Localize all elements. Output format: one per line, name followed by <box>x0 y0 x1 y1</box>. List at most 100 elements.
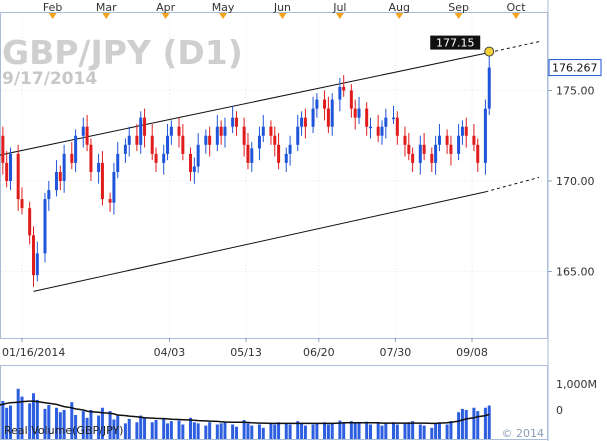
volume-bar <box>150 422 154 439</box>
candle-body <box>407 144 411 154</box>
candle-body <box>162 153 166 163</box>
volume-bar <box>181 424 185 439</box>
volume-bar <box>391 422 395 439</box>
candle-body <box>250 148 254 163</box>
target-price-marker <box>484 46 495 57</box>
volume-panel-label: Real Volume(GBP/JPY) <box>4 424 123 437</box>
volume-bar <box>28 403 32 439</box>
volume-bar <box>411 421 415 439</box>
volume-bar <box>62 409 66 439</box>
volume-bar <box>365 421 369 439</box>
candle-body <box>35 253 39 276</box>
candle-body <box>189 153 193 172</box>
top-month-label: Mar <box>96 1 117 14</box>
candle-body <box>143 117 147 136</box>
candle-body <box>246 144 250 163</box>
candle-body <box>487 67 491 109</box>
volume-bar <box>108 411 112 439</box>
candle-body <box>97 162 101 172</box>
candle-body <box>204 135 208 145</box>
top-month-axis: Feb Mar Apr May Jun Jul Aug Sep Oct <box>43 1 526 19</box>
volume-bar <box>476 411 480 439</box>
candle-body <box>135 135 139 145</box>
volume-bar <box>189 417 193 439</box>
candle-body <box>85 126 89 145</box>
candle-body <box>376 126 380 136</box>
candle-body <box>338 86 342 100</box>
volume-bar <box>112 419 116 439</box>
candle-body <box>89 144 93 172</box>
target-price-label: 177.15 <box>436 37 475 50</box>
volume-bar <box>47 404 51 439</box>
candle-body <box>166 135 170 154</box>
candle-body <box>9 153 13 181</box>
price-markers: 176.267 177.15 <box>430 35 602 77</box>
candle-body <box>20 199 24 209</box>
volume-bar <box>192 422 196 439</box>
volume-bar <box>16 388 20 439</box>
volume-bar <box>330 423 334 439</box>
volume-bar <box>303 425 307 439</box>
volume-bar <box>85 417 89 439</box>
volume-bar <box>31 393 35 439</box>
candle-body <box>369 126 373 129</box>
volume-bar <box>234 426 238 439</box>
target-price-box <box>430 35 481 50</box>
channel-lower-line <box>33 191 486 292</box>
candle-body <box>395 117 399 136</box>
candle-body <box>150 135 154 154</box>
volume-bar <box>139 415 143 439</box>
volume-bar <box>300 423 304 439</box>
candle-body <box>457 135 461 154</box>
candle-body <box>100 162 104 200</box>
volume-bar <box>89 409 93 439</box>
volume-bar <box>311 424 315 439</box>
trend-channel <box>0 41 540 292</box>
candle-body <box>196 144 200 167</box>
volume-bar <box>464 409 468 439</box>
candle-body <box>62 153 66 181</box>
candle-body <box>430 153 434 163</box>
volume-bar <box>196 423 200 439</box>
volume-bar <box>384 423 388 439</box>
candle-body <box>242 126 246 145</box>
candle-body <box>269 126 273 136</box>
volume-bars <box>1 388 491 439</box>
volume-bar <box>357 422 361 439</box>
volume-bar <box>177 420 181 439</box>
volume-bar <box>422 425 426 439</box>
y-tick-label: 165.00 <box>556 266 595 279</box>
volume-bar <box>483 407 487 439</box>
volume-bar <box>326 424 330 439</box>
volume-bar <box>81 411 85 439</box>
volume-bar <box>449 421 453 439</box>
volume-bar <box>9 405 13 439</box>
volume-bar <box>296 421 300 439</box>
volume-bar <box>395 424 399 439</box>
volume-bar <box>70 402 74 439</box>
candle-body <box>31 235 35 276</box>
candle-body <box>315 99 319 109</box>
volume-bar <box>154 420 158 439</box>
volume-bar <box>273 424 277 439</box>
top-month-label: Oct <box>507 1 527 14</box>
top-month-label: Aug <box>388 1 409 14</box>
candle-body <box>81 126 85 136</box>
candle-body <box>169 126 173 136</box>
volume-bar <box>418 424 422 439</box>
candle-body <box>357 108 361 118</box>
volume-bar <box>284 423 288 439</box>
volume-average-line <box>0 400 490 425</box>
candle-body <box>311 108 315 127</box>
volume-bar <box>353 423 357 439</box>
x-tick-label: 01/16/2014 <box>2 346 65 359</box>
volume-bar <box>204 425 208 439</box>
month-marker <box>161 13 170 19</box>
candle-body <box>116 153 120 172</box>
volume-bar <box>430 427 434 439</box>
volume-bar <box>407 422 411 439</box>
candle-body <box>139 117 143 145</box>
candle-body <box>277 144 281 163</box>
